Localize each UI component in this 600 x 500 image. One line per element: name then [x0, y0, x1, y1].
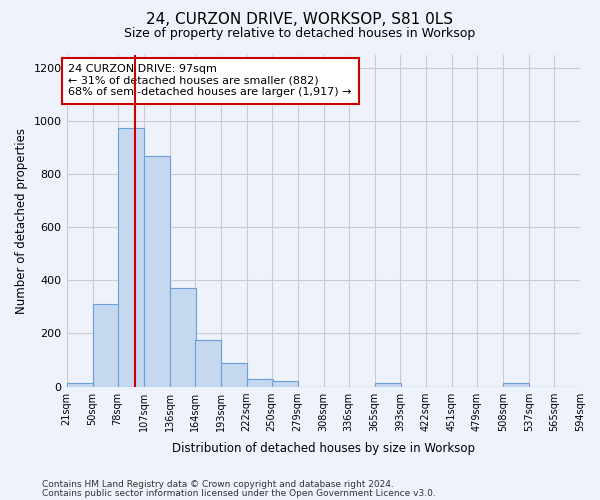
X-axis label: Distribution of detached houses by size in Worksop: Distribution of detached houses by size … — [172, 442, 475, 455]
Text: 24 CURZON DRIVE: 97sqm
← 31% of detached houses are smaller (882)
68% of semi-de: 24 CURZON DRIVE: 97sqm ← 31% of detached… — [68, 64, 352, 98]
Y-axis label: Number of detached properties: Number of detached properties — [15, 128, 28, 314]
Bar — [375, 383, 401, 386]
Bar — [92, 304, 119, 386]
Bar — [247, 380, 272, 386]
Text: Size of property relative to detached houses in Worksop: Size of property relative to detached ho… — [124, 28, 476, 40]
Bar — [503, 383, 529, 386]
Bar — [272, 381, 298, 386]
Text: 24, CURZON DRIVE, WORKSOP, S81 0LS: 24, CURZON DRIVE, WORKSOP, S81 0LS — [146, 12, 454, 28]
Bar — [67, 383, 92, 386]
Bar — [170, 288, 196, 386]
Bar — [221, 363, 247, 386]
Text: Contains HM Land Registry data © Crown copyright and database right 2024.: Contains HM Land Registry data © Crown c… — [42, 480, 394, 489]
Text: Contains public sector information licensed under the Open Government Licence v3: Contains public sector information licen… — [42, 489, 436, 498]
Bar — [118, 128, 143, 386]
Bar — [143, 156, 170, 386]
Bar — [194, 340, 221, 386]
